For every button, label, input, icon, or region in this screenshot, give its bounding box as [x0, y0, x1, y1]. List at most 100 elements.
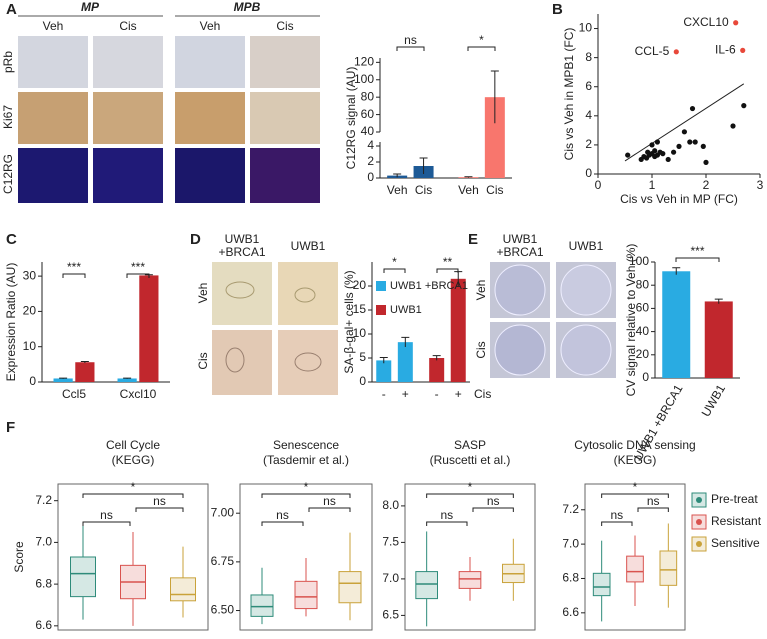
row-label: C12RG — [1, 154, 15, 194]
y-tick-label: 6.6 — [35, 618, 52, 632]
bar — [397, 342, 413, 382]
point-label: CCL-5 — [635, 44, 670, 58]
trend-line — [624, 83, 745, 162]
significance-bracket — [675, 257, 720, 262]
bar — [117, 378, 137, 382]
panel-label: C — [6, 231, 17, 248]
y-tick-label: 6.50 — [211, 603, 235, 617]
significance-bracket — [82, 521, 131, 526]
y-tick-label: 4 — [585, 108, 592, 122]
panel-title: (Ruscetti et al.) — [430, 453, 511, 467]
bar — [704, 301, 733, 378]
plot-frame — [57, 483, 209, 631]
column-label: Cis — [119, 19, 136, 33]
panel-label: D — [190, 231, 201, 248]
bar — [662, 271, 691, 378]
significance-label: *** — [131, 260, 145, 274]
point — [692, 139, 698, 145]
significance-bracket — [261, 493, 351, 498]
legend-swatch — [376, 281, 386, 291]
panel-title: (KEGG) — [112, 453, 155, 467]
significance-label: * — [392, 255, 397, 269]
point-label: IL-6 — [715, 43, 736, 57]
y-tick-label: 7.00 — [211, 505, 235, 519]
group-label: MP — [81, 0, 100, 14]
row-label: Cis — [474, 341, 488, 358]
significance-label: ns — [153, 494, 166, 508]
significance-label: ns — [276, 508, 289, 522]
y-tick-label: 7.2 — [35, 493, 52, 507]
significance-bracket — [601, 493, 669, 498]
error-bar — [419, 157, 428, 174]
column-label: Veh — [200, 19, 221, 33]
y-tick-label: 40 — [361, 124, 375, 138]
column-label: UWB1 +BRCA1 — [218, 232, 266, 259]
box — [592, 572, 611, 597]
bar — [139, 275, 159, 382]
y-tick-label: 7.2 — [562, 502, 579, 516]
significance-bracket — [126, 273, 150, 278]
x-tick-label: Cis — [415, 183, 432, 197]
y-tick-label: 5 — [359, 350, 366, 364]
point — [671, 149, 677, 155]
plot-frame — [239, 483, 373, 631]
box — [250, 594, 274, 617]
panel-label: A — [6, 1, 17, 18]
significance-label: ns — [440, 508, 453, 522]
group-label: MPB — [234, 0, 261, 14]
significance-bracket — [467, 46, 496, 51]
point — [740, 47, 746, 53]
significance-label: * — [633, 480, 638, 494]
point — [687, 139, 693, 145]
legend-label: UWB1 — [390, 304, 422, 316]
bar — [53, 378, 73, 382]
x-tick-label: UWB1 — [699, 382, 729, 419]
y-tick-label: 20 — [353, 278, 367, 292]
y-tick-label: 7.5 — [382, 535, 399, 549]
column-label: Cis — [276, 19, 293, 33]
error-bar — [672, 267, 681, 275]
y-tick-label: 0 — [359, 374, 366, 388]
point — [703, 159, 709, 165]
significance-label: ns — [487, 494, 500, 508]
y-tick-label: 8 — [585, 50, 592, 64]
significance-bracket — [396, 46, 425, 51]
x-note: Cis — [474, 387, 491, 401]
legend-label: Sensitive — [711, 536, 760, 550]
panel-label: F — [6, 419, 15, 436]
x-tick-label: 0 — [595, 178, 602, 192]
significance-label: * — [479, 33, 484, 47]
panel-title: Cell Cycle — [106, 438, 160, 452]
legend-label: UWB1 +BRCA1 — [390, 280, 468, 292]
y-tick-label: 7.0 — [35, 535, 52, 549]
row-label: Veh — [196, 283, 210, 304]
y-tick-label: 7.0 — [382, 571, 399, 585]
y-tick-label: 7.0 — [562, 536, 579, 550]
point — [730, 123, 736, 129]
micrographs — [18, 36, 320, 203]
column-label: UWB1 +BRCA1 — [496, 232, 544, 259]
error-bar — [490, 70, 499, 124]
y-tick-label: 80 — [361, 89, 375, 103]
significance-label: ns — [404, 33, 417, 47]
point-label: CXCL10 — [683, 15, 729, 29]
bar — [376, 360, 392, 382]
y-tick-label: 0 — [29, 374, 36, 388]
box — [338, 571, 362, 604]
error-bar — [80, 361, 89, 363]
y-tick-label: 100 — [354, 72, 374, 86]
significance-bracket — [82, 493, 184, 498]
error-bar — [393, 173, 402, 178]
significance-bracket — [261, 521, 304, 526]
point — [654, 139, 661, 145]
significance-bracket — [436, 268, 459, 273]
point — [676, 143, 682, 149]
legend-swatch — [376, 305, 386, 315]
significance-label: ** — [443, 255, 453, 269]
row-label: Ki67 — [1, 105, 15, 129]
box — [70, 556, 96, 598]
significance-label: ns — [610, 508, 623, 522]
legend-dot — [696, 541, 702, 547]
y-tick-label: 10 — [23, 339, 37, 353]
